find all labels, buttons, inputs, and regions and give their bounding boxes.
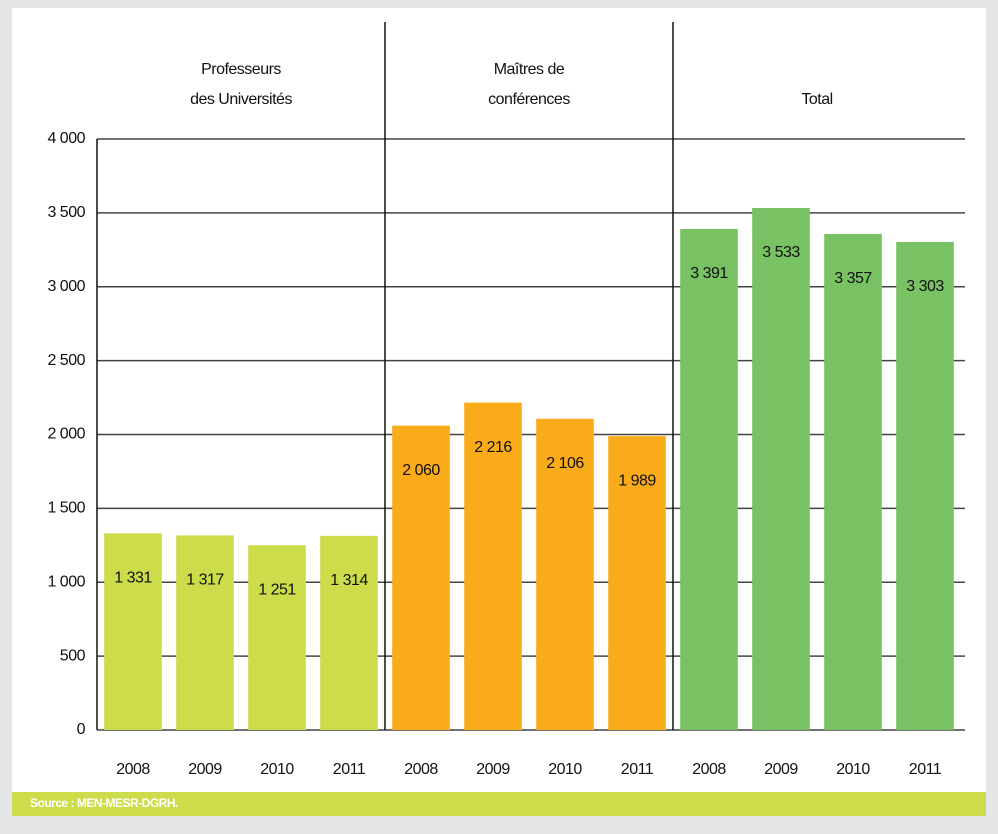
- y-tick-label: 500: [60, 647, 86, 664]
- value-label: 3 303: [906, 278, 944, 295]
- x-tick-label: 2011: [909, 761, 942, 778]
- x-tick-label: 2010: [260, 761, 294, 778]
- value-label: 2 060: [402, 462, 440, 479]
- y-tick-label: 0: [77, 721, 86, 738]
- value-label: 1 989: [618, 472, 656, 489]
- x-tick-label: 2009: [476, 761, 510, 778]
- panel-title: Professeurs: [201, 61, 281, 78]
- panel-title: Maîtres de: [494, 61, 565, 78]
- x-tick-label: 2008: [692, 761, 726, 778]
- bar: [752, 207, 810, 730]
- bar: [104, 533, 162, 730]
- bar: [464, 402, 522, 730]
- x-tick-label: 2008: [116, 761, 150, 778]
- source: Source : MEN-MESR-DGRH.: [30, 796, 178, 810]
- value-label: 2 216: [474, 439, 512, 456]
- y-tick-label: 2 000: [47, 426, 85, 443]
- x-tick-label: 2011: [333, 761, 366, 778]
- bar: [392, 425, 450, 730]
- value-label: 3 533: [762, 244, 800, 261]
- value-label: 1 331: [114, 570, 152, 587]
- value-label: 1 251: [258, 581, 296, 598]
- y-tick-label: 1 000: [47, 573, 85, 590]
- y-tick-label: 3 000: [47, 278, 85, 295]
- bar: [896, 241, 954, 730]
- panel-title: des Universités: [190, 91, 292, 108]
- panel-title: conférences: [488, 91, 570, 108]
- bar: [824, 234, 882, 731]
- x-tick-label: 2010: [548, 761, 582, 778]
- x-tick-label: 2009: [188, 761, 222, 778]
- value-label: 1 317: [186, 572, 224, 589]
- x-tick-label: 2008: [404, 761, 438, 778]
- source-bar: [12, 792, 986, 816]
- value-label: 3 357: [834, 270, 872, 287]
- bar: [680, 228, 738, 731]
- y-tick-label: 3 500: [47, 204, 85, 221]
- bar: [176, 535, 234, 730]
- x-tick-label: 2010: [836, 761, 870, 778]
- x-tick-label: 2009: [764, 761, 798, 778]
- value-label: 2 106: [546, 455, 584, 472]
- bar: [536, 418, 594, 730]
- y-tick-label: 1 500: [47, 500, 85, 517]
- bar: [320, 535, 378, 730]
- value-label: 3 391: [690, 265, 728, 282]
- y-tick-label: 4 000: [47, 130, 85, 147]
- x-tick-label: 2011: [621, 761, 654, 778]
- bar: [248, 545, 306, 730]
- value-label: 1 314: [330, 572, 368, 589]
- panel-title: Total: [801, 91, 832, 108]
- bar: [608, 436, 666, 730]
- y-tick-label: 2 500: [47, 352, 85, 369]
